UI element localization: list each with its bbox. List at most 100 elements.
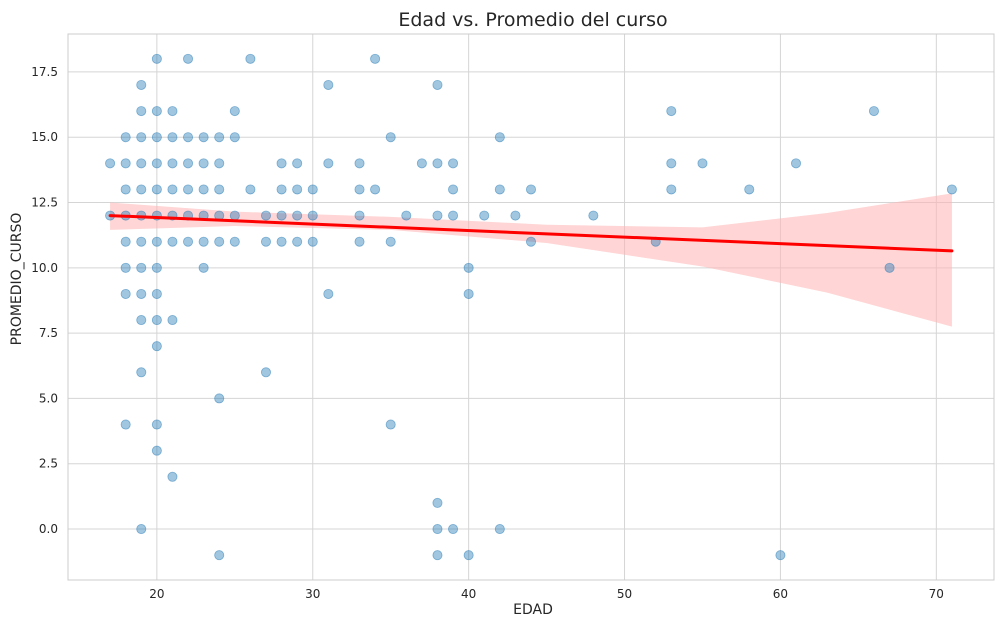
data-point xyxy=(151,158,162,169)
data-point xyxy=(120,236,131,247)
data-point xyxy=(370,53,381,64)
data-point xyxy=(526,236,537,247)
data-point xyxy=(198,236,209,247)
y-tick-label: 0.0 xyxy=(39,522,58,536)
data-point xyxy=(354,184,365,195)
data-point xyxy=(432,210,443,221)
data-point xyxy=(151,419,162,430)
data-point xyxy=(448,184,459,195)
data-point xyxy=(214,184,225,195)
data-point xyxy=(214,132,225,143)
regression-line-group xyxy=(108,214,954,253)
y-tick-label: 5.0 xyxy=(39,391,58,405)
data-point xyxy=(307,236,318,247)
data-point xyxy=(307,184,318,195)
data-point xyxy=(136,367,147,378)
confidence-band xyxy=(110,193,952,327)
data-point xyxy=(416,158,427,169)
data-point xyxy=(198,184,209,195)
x-tick-label: 50 xyxy=(617,587,632,601)
data-point xyxy=(229,210,240,221)
data-point xyxy=(167,315,178,326)
data-point xyxy=(198,158,209,169)
data-point xyxy=(260,236,271,247)
data-point xyxy=(120,262,131,273)
data-point xyxy=(276,210,287,221)
data-point xyxy=(151,288,162,299)
y-tick-label: 2.5 xyxy=(39,457,58,471)
data-point xyxy=(448,524,459,535)
data-point xyxy=(151,184,162,195)
data-point xyxy=(292,184,303,195)
data-point xyxy=(198,132,209,143)
data-point xyxy=(494,132,505,143)
data-point xyxy=(245,53,256,64)
data-point xyxy=(494,524,505,535)
data-point xyxy=(588,210,599,221)
data-point xyxy=(385,236,396,247)
y-tick-label: 17.5 xyxy=(31,65,58,79)
data-point xyxy=(183,53,194,64)
x-tick-label: 20 xyxy=(149,587,164,601)
data-point xyxy=(167,471,178,482)
regression-line xyxy=(108,214,954,253)
data-point xyxy=(307,210,318,221)
data-point xyxy=(120,132,131,143)
data-point xyxy=(214,550,225,561)
data-point xyxy=(167,236,178,247)
grid-lines xyxy=(68,34,994,580)
x-tick-label: 60 xyxy=(773,587,788,601)
data-point xyxy=(884,262,895,273)
data-point xyxy=(167,132,178,143)
data-point xyxy=(136,184,147,195)
data-point xyxy=(214,393,225,404)
data-point xyxy=(791,158,802,169)
data-point xyxy=(136,79,147,90)
y-axis-label: PROMEDIO_CURSO xyxy=(9,213,25,346)
data-point xyxy=(198,262,209,273)
data-point xyxy=(666,158,677,169)
data-point xyxy=(136,524,147,535)
data-point xyxy=(432,497,443,508)
x-tick-label: 40 xyxy=(461,587,476,601)
data-point xyxy=(868,106,879,117)
data-point xyxy=(385,419,396,430)
data-point xyxy=(260,210,271,221)
data-point xyxy=(276,158,287,169)
data-point xyxy=(323,158,334,169)
data-point xyxy=(151,445,162,456)
data-point xyxy=(105,158,116,169)
data-point xyxy=(463,288,474,299)
x-axis-label: EDAD xyxy=(513,602,553,618)
data-point xyxy=(292,158,303,169)
chart-title: Edad vs. Promedio del curso xyxy=(398,9,667,31)
y-tick-label: 7.5 xyxy=(39,326,58,340)
data-point xyxy=(510,210,521,221)
data-point xyxy=(494,184,505,195)
data-point xyxy=(697,158,708,169)
y-tick-label: 10.0 xyxy=(31,261,58,275)
data-point xyxy=(136,106,147,117)
data-point xyxy=(354,210,365,221)
plot-border xyxy=(67,33,995,581)
data-point xyxy=(354,158,365,169)
data-point xyxy=(183,132,194,143)
x-tick-label: 30 xyxy=(305,587,320,601)
data-point xyxy=(479,210,490,221)
data-point xyxy=(183,158,194,169)
data-point xyxy=(276,236,287,247)
y-tick-labels: 0.0 2.5 5.0 7.5 10.0 12.5 15.0 17.5 xyxy=(31,65,58,536)
data-point xyxy=(151,315,162,326)
data-point xyxy=(136,262,147,273)
data-point xyxy=(151,341,162,352)
data-point xyxy=(323,79,334,90)
data-point xyxy=(151,53,162,64)
data-point xyxy=(136,132,147,143)
data-point xyxy=(151,132,162,143)
data-point xyxy=(167,158,178,169)
data-point xyxy=(448,158,459,169)
data-point xyxy=(666,184,677,195)
data-points xyxy=(105,53,957,561)
data-point xyxy=(183,236,194,247)
